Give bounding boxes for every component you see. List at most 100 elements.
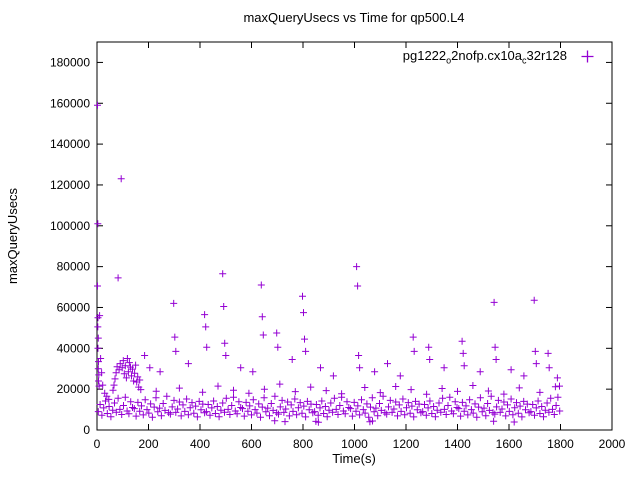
data-point-marker	[301, 335, 308, 343]
data-point-marker	[544, 349, 552, 357]
data-point-marker	[307, 383, 315, 391]
data-point-marker	[532, 360, 540, 368]
data-point-marker	[274, 343, 282, 351]
data-point-marker	[179, 401, 187, 409]
data-point-marker	[163, 392, 171, 400]
data-point-marker	[457, 412, 465, 420]
data-point-marker	[201, 311, 209, 319]
data-point-marker	[217, 406, 225, 414]
data-point-marker	[327, 399, 335, 407]
data-point-marker	[121, 393, 129, 401]
data-point-marker	[157, 412, 165, 420]
data-point-marker	[494, 396, 502, 404]
data-point-marker	[285, 412, 293, 420]
data-point-marker	[345, 404, 353, 411]
data-point-marker	[203, 343, 211, 351]
data-point-marker	[423, 390, 431, 398]
y-tick-label: 80000	[57, 260, 91, 274]
data-point-marker	[532, 404, 540, 412]
x-tick-label: 800	[293, 437, 313, 451]
data-point-marker	[130, 405, 138, 413]
data-point-marker	[148, 413, 156, 421]
data-point-marker	[116, 405, 124, 413]
data-point-marker	[396, 372, 404, 380]
data-point-marker	[123, 355, 131, 362]
x-tick-label: 400	[190, 437, 210, 451]
data-point-marker	[94, 282, 101, 290]
data-point-marker	[314, 418, 322, 426]
data-point-marker	[118, 411, 126, 418]
data-point-marker	[527, 408, 535, 416]
data-point-marker	[419, 408, 427, 416]
data-point-marker	[235, 398, 243, 406]
data-point-marker	[455, 405, 463, 413]
data-point-marker	[386, 396, 394, 404]
data-point-marker	[377, 406, 385, 414]
data-point-marker	[296, 399, 304, 407]
data-point-marker	[459, 349, 467, 357]
data-point-marker	[287, 401, 295, 409]
data-point-marker	[95, 377, 102, 385]
data-point-marker	[139, 411, 147, 419]
data-point-marker	[367, 403, 374, 411]
data-point-marker	[298, 409, 306, 417]
data-point-marker	[132, 412, 140, 420]
data-point-marker	[317, 364, 324, 372]
data-point-marker	[437, 408, 445, 416]
data-point-marker	[493, 403, 501, 411]
data-point-marker	[314, 411, 322, 419]
data-point-marker	[121, 362, 129, 370]
x-tick-label: 0	[94, 437, 101, 451]
data-point-marker	[122, 374, 130, 382]
data-point-marker	[394, 412, 401, 420]
data-point-marker	[551, 383, 559, 391]
data-point-marker	[312, 401, 320, 408]
data-point-marker	[165, 409, 173, 417]
data-point-marker	[543, 399, 551, 407]
data-point-marker	[239, 405, 246, 413]
y-tick-label: 120000	[50, 178, 90, 192]
data-point-marker	[109, 386, 117, 394]
data-point-marker	[458, 337, 466, 345]
data-point-marker	[154, 408, 162, 416]
data-point-marker	[425, 343, 433, 351]
data-point-marker	[553, 374, 561, 382]
data-point-marker	[166, 410, 174, 418]
data-point-marker	[404, 399, 412, 407]
data-point-marker	[440, 364, 448, 372]
data-point-marker	[221, 339, 229, 347]
data-point-marker	[299, 292, 306, 300]
data-point-marker	[438, 385, 446, 392]
x-axis-title: Time(s)	[332, 451, 376, 466]
data-point-marker	[226, 411, 234, 418]
data-point-marker	[240, 412, 248, 420]
data-point-marker	[161, 406, 169, 414]
data-point-marker	[213, 403, 221, 410]
data-point-marker	[460, 362, 468, 370]
data-point-marker	[125, 410, 133, 418]
data-point-marker	[322, 387, 330, 395]
x-tick-label: 2000	[599, 437, 626, 451]
data-point-marker	[471, 400, 479, 408]
data-point-marker	[107, 413, 115, 421]
y-tick-label: 100000	[50, 219, 90, 233]
data-point-marker	[509, 411, 517, 419]
data-point-marker	[475, 403, 483, 411]
data-point-marker	[353, 263, 361, 271]
plot-border	[96, 41, 613, 431]
data-point-marker	[325, 406, 333, 414]
data-point-marker	[190, 409, 198, 417]
data-point-marker	[202, 408, 210, 416]
data-point-marker	[220, 303, 228, 310]
data-point-marker	[431, 413, 439, 421]
data-point-marker	[390, 405, 398, 413]
data-point-marker	[260, 385, 268, 393]
data-point-marker	[112, 408, 120, 416]
data-point-marker	[454, 387, 461, 395]
data-point-marker	[540, 413, 547, 421]
data-point-marker	[300, 402, 308, 410]
data-point-marker	[249, 396, 257, 404]
chart-title: maxQueryUsecs vs Time for qp500.L4	[243, 10, 464, 25]
data-point-marker	[376, 389, 384, 397]
